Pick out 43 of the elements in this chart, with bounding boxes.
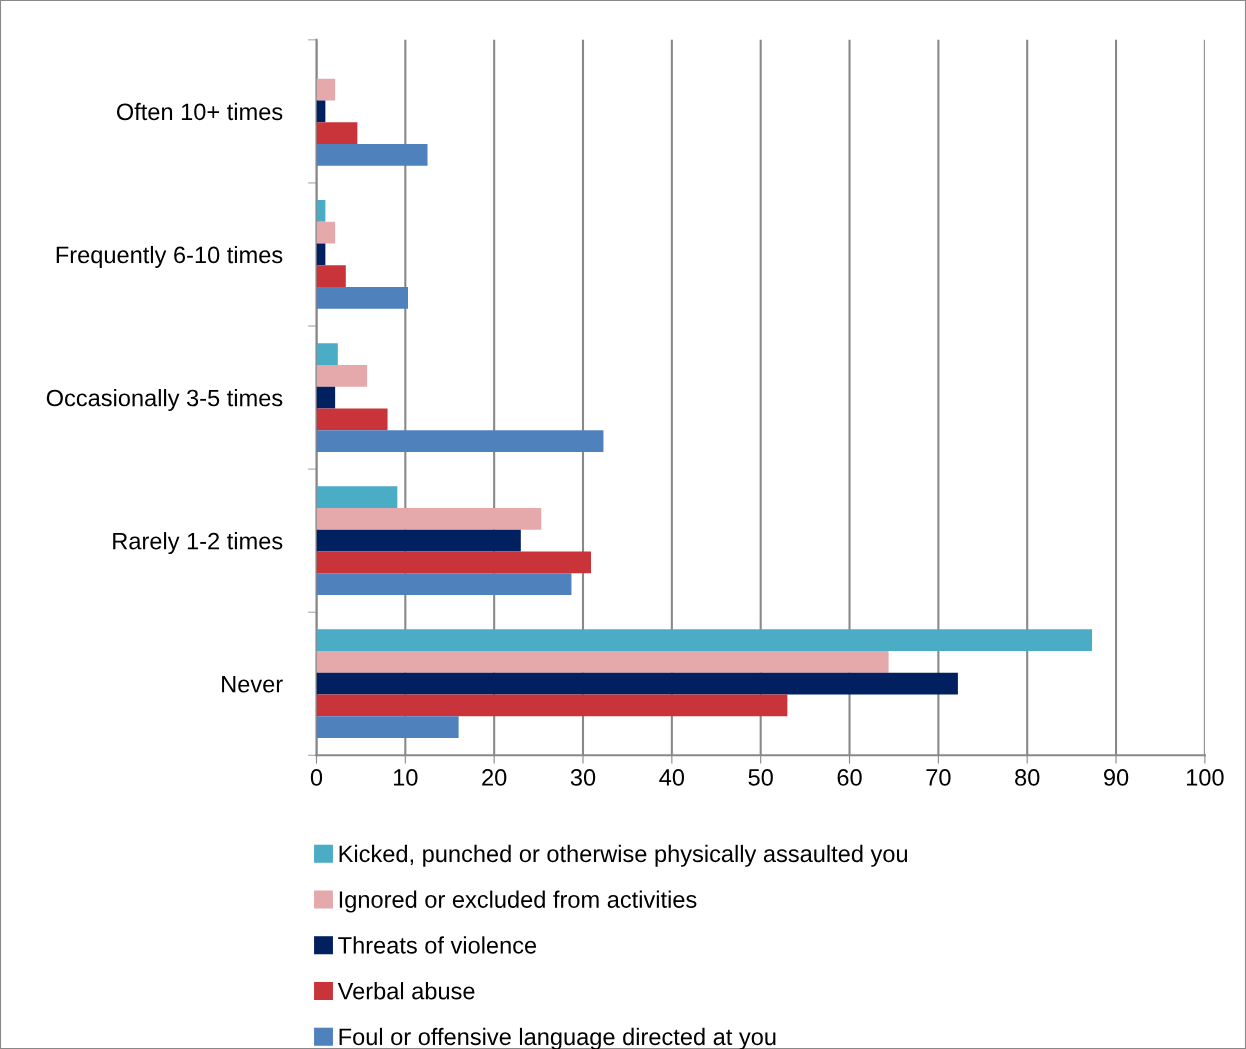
y-tick-label: Rarely 1-2 times bbox=[113, 532, 283, 555]
bar bbox=[316, 651, 889, 673]
y-tick-label: Often 10+ times bbox=[116, 102, 283, 121]
bar bbox=[316, 694, 788, 717]
y-tick-label: Never bbox=[222, 676, 283, 693]
bar bbox=[316, 430, 604, 452]
x-tick-label: 40 bbox=[659, 769, 685, 786]
bar bbox=[316, 508, 542, 530]
legend-label: Foul or offensive language directed at you bbox=[339, 1027, 776, 1049]
legend-label: Verbal abuse bbox=[337, 982, 475, 1000]
x-tick-label: 30 bbox=[570, 769, 596, 786]
bar bbox=[316, 551, 591, 574]
bar bbox=[316, 529, 521, 552]
y-tick-label: Frequently 6-10 times bbox=[56, 245, 283, 268]
bar bbox=[316, 287, 408, 309]
x-tick-label: 0 bbox=[310, 769, 323, 786]
x-tick-label: 50 bbox=[748, 769, 773, 786]
bar bbox=[316, 716, 459, 739]
bar bbox=[316, 408, 388, 431]
bar bbox=[316, 144, 428, 166]
x-tick-label: 10 bbox=[393, 769, 418, 786]
y-tick-label: Occasionally 3-5 times bbox=[46, 389, 283, 412]
bar bbox=[316, 386, 336, 409]
bar bbox=[316, 265, 346, 288]
bar bbox=[316, 122, 358, 145]
legend-label: Kicked, punched or otherwise physically assaulted you bbox=[339, 844, 908, 867]
bar bbox=[316, 486, 398, 509]
x-tick-label: 100 bbox=[1186, 769, 1224, 786]
legend-label: Threats of violence bbox=[338, 936, 537, 954]
x-tick-label: 20 bbox=[482, 769, 507, 786]
x-tick-label: 80 bbox=[1015, 769, 1040, 786]
x-tick-label: 90 bbox=[1104, 769, 1129, 786]
legend-label: Ignored or excluded from activities bbox=[339, 890, 697, 913]
x-tick-label: 70 bbox=[926, 769, 951, 786]
bar bbox=[316, 78, 336, 101]
bar bbox=[316, 672, 958, 695]
bar bbox=[316, 221, 336, 244]
bar bbox=[316, 364, 368, 387]
bar bbox=[316, 343, 338, 365]
bar bbox=[316, 629, 1093, 652]
bar bbox=[316, 200, 326, 222]
bar bbox=[316, 573, 572, 596]
x-tick-label: 60 bbox=[837, 769, 862, 786]
